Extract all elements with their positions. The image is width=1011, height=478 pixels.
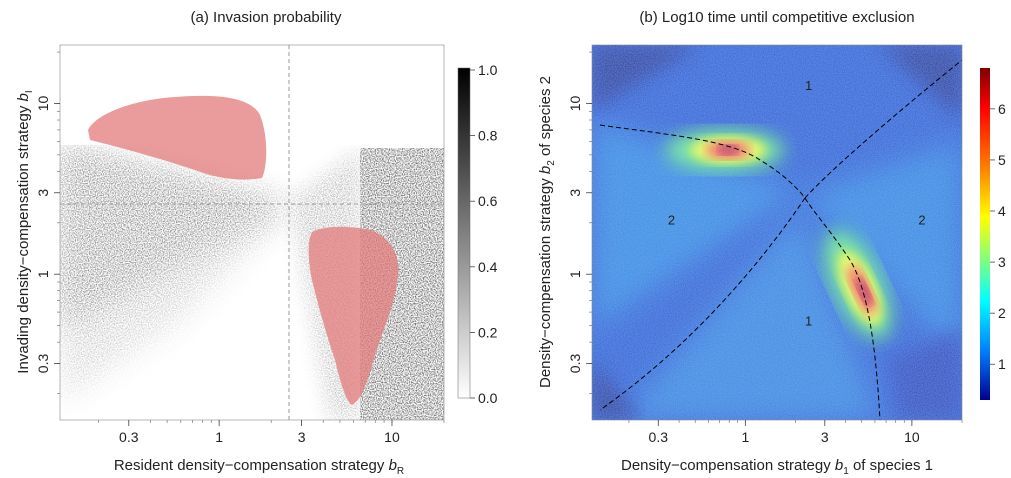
panel-b-x-label-post: of species 1: [849, 457, 933, 474]
panel-b-title: (b) Log10 time until competitive exclusi…: [639, 9, 914, 26]
panel-a-y-tick-label: 1: [35, 270, 51, 278]
panel-a-axes: 0.3 1 3 10 0.3 1 3 10: [35, 44, 445, 445]
panel-a-frame: [59, 44, 445, 421]
panel-a-y-label-sub: I: [24, 90, 35, 93]
panel-b-heatmap: [592, 45, 962, 420]
panel-b-y-label-post: of species 2: [537, 76, 554, 160]
panel-b-y-label-pre: Density−compensation strategy: [537, 174, 554, 388]
panel-a-x-tick-label: 3: [298, 429, 306, 445]
panel-a-y-axis-label: Invading density−compensation strategy b…: [15, 90, 35, 373]
panel-b-colorbar-tick-label: 5: [998, 152, 1006, 168]
panel-a-y-label-var: b: [15, 93, 32, 101]
panel-a-colorbar-tick-label: 0.4: [478, 259, 498, 275]
highlight-region-lower: [308, 226, 399, 405]
panel-b-colorbar-tick-label: 6: [998, 101, 1006, 117]
panel-a-heatmap: [60, 45, 444, 420]
panel-b-x-axis-label: Density−compensation strategy b1 of spec…: [621, 457, 933, 477]
panel-b-y-tick-label: 1: [567, 270, 583, 278]
panel-a-colorbar-tick-label: 0.6: [478, 193, 498, 209]
panel-a-colorbar-tick-label: 0.0: [478, 390, 498, 406]
region-label: 2: [918, 213, 925, 228]
panel-b-y-tick-label: 0.3: [567, 354, 583, 374]
panel-a-y-tick-label: 3: [35, 189, 51, 197]
panel-a-x-tick-label: 10: [384, 429, 400, 445]
highlight-region-upper: [88, 95, 267, 180]
panel-b-axes: 0.3 1 3 10 0.3 1 3 10: [567, 44, 963, 445]
panel-b-x-tick-label: 1: [741, 429, 749, 445]
panel-b-x-label-pre: Density−compensation strategy: [621, 457, 835, 474]
panel-a-colorbar-tick-label: 0.2: [478, 324, 498, 340]
panel-b-y-tick-label: 10: [567, 95, 583, 111]
panel-b-colorbar-tick-label: 1: [998, 356, 1006, 372]
panel-b-x-label-var: b: [835, 457, 843, 474]
region-label: 1: [805, 314, 812, 329]
panel-a-colorbar: [457, 67, 471, 399]
panel-b-colorbar-tick-label: 2: [998, 305, 1006, 321]
panel-b-x-tick-label: 0.3: [649, 429, 669, 445]
panel-a-x-label-var: b: [389, 457, 397, 474]
panel-a-title: (a) Invasion probability: [191, 9, 342, 26]
panel-b-colorbar-ticks: 6 5 4 3 2 1: [990, 101, 1006, 372]
panel-b-colorbar: [980, 68, 990, 400]
panel-a-x-tick-label: 0.3: [119, 429, 139, 445]
panel-a-colorbar-tick-label: 1.0: [478, 62, 498, 78]
panel-b-colorbar-tick-label: 3: [998, 254, 1006, 270]
panel-b-x-tick-label: 10: [904, 429, 920, 445]
region-label: 2: [668, 213, 675, 228]
panel-b-x-label-sub: 1: [843, 466, 849, 477]
panel-b-region-labels: 1 2 2 1: [668, 78, 926, 329]
panel-b-colorbar-tick-label: 4: [998, 203, 1006, 219]
panel-b-frame: [591, 44, 963, 421]
panel-a-colorbar-tick-label: 0.8: [478, 128, 498, 144]
boundary-lines: [599, 59, 962, 420]
panel-a-x-label-sub: R: [397, 466, 404, 477]
panel-a-x-tick-label: 1: [215, 429, 223, 445]
panel-b-y-tick-label: 3: [567, 189, 583, 197]
panel-a-x-label-text: Resident density−compensation strategy: [114, 457, 389, 474]
panel-a-x-axis-label: Resident density−compensation strategy b…: [114, 457, 404, 477]
panel-a-y-label-text: Invading density−compensation strategy: [15, 101, 32, 373]
panel-a-colorbar-ticks: 1.0 0.8 0.6 0.4 0.2 0.0: [470, 62, 498, 406]
panel-b-y-axis-label: Density−compensation strategy b2 of spec…: [537, 76, 557, 388]
panel-b-y-label-sub: 2: [546, 160, 557, 166]
panel-b-x-tick-label: 3: [821, 429, 829, 445]
panel-b-y-label-var: b: [537, 166, 554, 174]
panel-a-y-tick-label: 0.3: [35, 354, 51, 374]
panel-a-y-tick-label: 10: [35, 95, 51, 111]
region-label: 1: [805, 78, 812, 93]
